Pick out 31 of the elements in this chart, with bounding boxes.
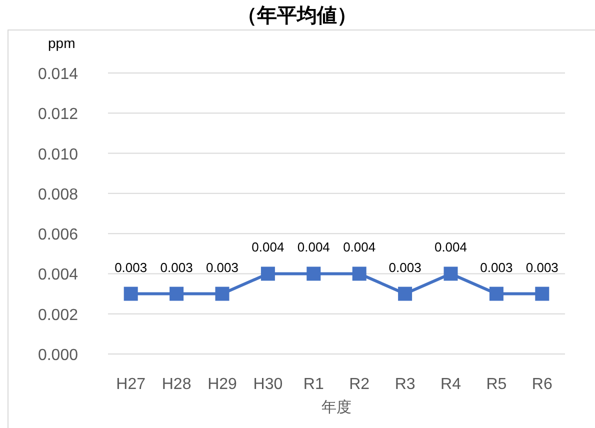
data-label: 0.004 <box>252 240 284 255</box>
text: 0.000 <box>38 347 78 364</box>
chart-title: （年平均値） <box>237 5 357 27</box>
text: 0.002 <box>38 306 78 324</box>
text: 0.008 <box>38 186 78 204</box>
x-tick-label: H27 <box>116 376 146 393</box>
data-label: 0.004 <box>297 240 330 255</box>
data-label: 0.004 <box>434 240 468 255</box>
data-label: 0.003 <box>480 260 513 275</box>
text: 0.004 <box>38 266 78 284</box>
x-tick-label: H30 <box>253 376 283 393</box>
x-axis-title: 年度 <box>322 399 352 416</box>
data-label: 0.004 <box>343 240 376 255</box>
data-label: 0.003 <box>388 260 422 275</box>
data-label: 0.003 <box>526 260 558 275</box>
x-tick-label: H29 <box>208 376 238 393</box>
data-label: 0.003 <box>206 260 239 275</box>
text: 0.014 <box>38 66 78 83</box>
x-tick-label: R5 <box>486 376 507 393</box>
x-tick-label: R1 <box>303 376 324 393</box>
y-axis-title: ppm <box>48 35 76 51</box>
data-label: 0.003 <box>114 260 148 275</box>
x-tick-label: R3 <box>394 376 416 393</box>
x-tick-label: R2 <box>349 376 370 393</box>
data-label: 0.003 <box>160 260 193 275</box>
x-tick-label: H28 <box>162 376 192 393</box>
text: 0.010 <box>38 146 78 164</box>
text: 0.006 <box>38 226 78 244</box>
text: 0.012 <box>38 106 78 124</box>
x-tick-label: R6 <box>532 376 552 393</box>
x-tick-label: R4 <box>440 376 462 393</box>
